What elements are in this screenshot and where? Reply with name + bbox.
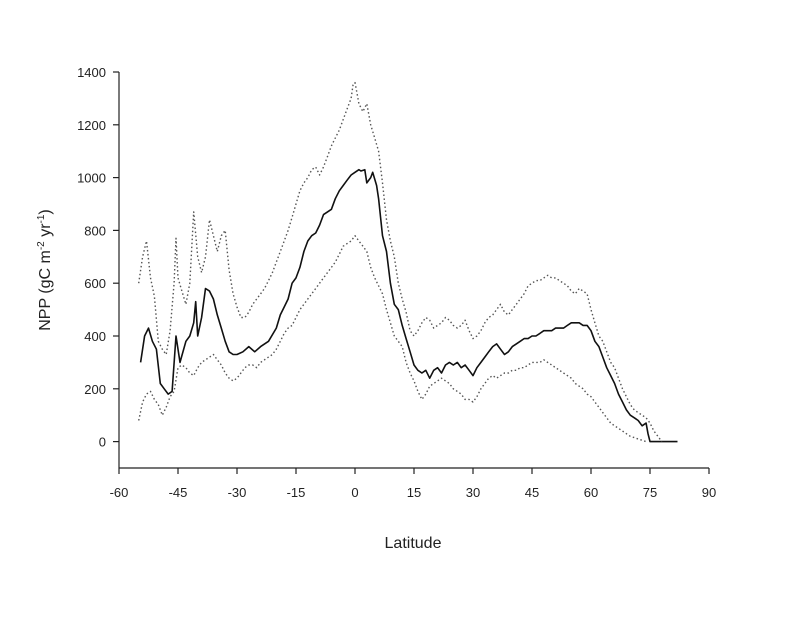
x-axis-title: Latitude [385,535,442,552]
y-tick-label: 0 [99,435,106,450]
x-tick-label: 30 [466,485,480,500]
plot-area: -60 -45 -30 -15 0 15 30 45 60 75 90 0 200 400 600 800 1… [77,65,716,500]
x-tick-label: 90 [702,485,716,500]
y-axis-title-exp2: -1 [36,214,47,223]
x-tick-label: -15 [287,485,306,500]
y-tick-label: 200 [84,382,106,397]
x-tick-label: 45 [525,485,539,500]
series-group [138,81,678,443]
y-tick-label: 800 [84,223,106,238]
lower-bound-line [138,235,647,443]
y-axis-title-exp1: -2 [36,241,47,250]
x-tick-label: 15 [407,485,421,500]
y-tick-label: 1400 [77,65,106,80]
x-tick-label: 0 [351,485,358,500]
y-ticks: 0 200 400 600 800 1000 1200 1400 [77,65,119,450]
y-tick-label: 400 [84,329,106,344]
y-tick-label: 600 [84,276,106,291]
y-axis-title-main: NPP (gC m [37,250,54,331]
x-tick-label: -30 [228,485,247,500]
upper-bound-line [138,81,663,443]
x-tick-label: 75 [643,485,657,500]
x-ticks: -60 -45 -30 -15 0 15 30 45 60 75 90 [110,468,716,500]
y-axis-title-mid: yr [37,223,54,241]
mean-npp-line [139,168,678,443]
x-tick-label: 60 [584,485,598,500]
y-axis-title-end: ) [37,209,54,214]
y-tick-label: 1000 [77,171,106,186]
x-tick-label: -45 [169,485,188,500]
x-tick-label: -60 [110,485,129,500]
y-tick-label: 1200 [77,118,106,133]
y-axis-title: NPP (gC m-2 yr-1) [36,209,54,331]
